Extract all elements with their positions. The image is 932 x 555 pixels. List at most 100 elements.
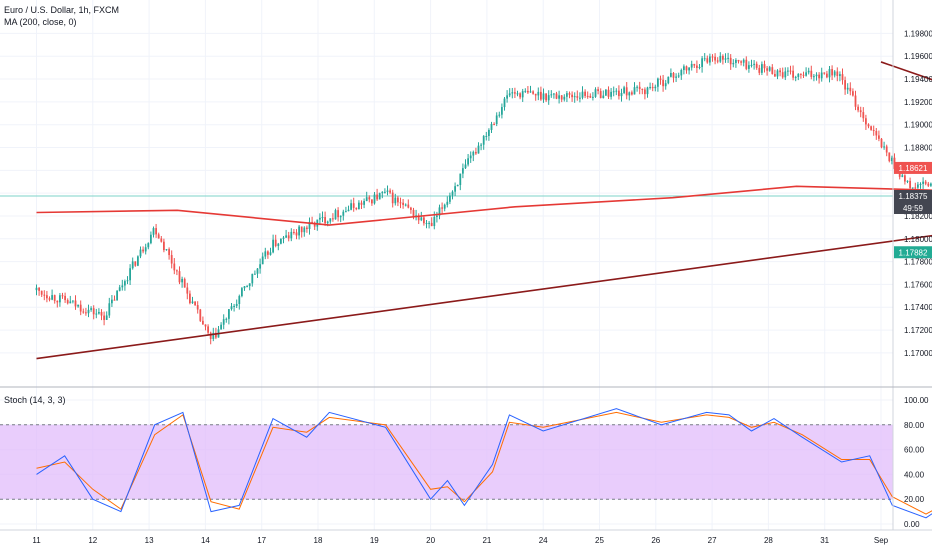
y-tick-label: 1.18800 [904, 144, 932, 153]
candle-body [262, 257, 264, 265]
candle-body [556, 94, 558, 99]
candle-body [173, 264, 175, 271]
candle-body [717, 60, 719, 61]
x-tick-label: 21 [482, 536, 491, 545]
candle-body [205, 324, 207, 326]
ma-legend[interactable]: MA (200, close, 0) [4, 17, 77, 27]
candle-body [519, 93, 521, 97]
candle-body [634, 87, 636, 94]
candle-body [233, 306, 235, 307]
candle-body [561, 95, 563, 99]
candle-body [345, 211, 347, 212]
candle-body [95, 314, 97, 315]
candle-body [397, 198, 399, 203]
candle-body [114, 300, 116, 301]
candle-body [77, 305, 79, 307]
stoch-band [0, 425, 893, 499]
candle-body [59, 295, 61, 302]
candle-body [883, 146, 885, 147]
candle-body [355, 208, 357, 209]
candle-body [592, 97, 594, 98]
candle-body [332, 218, 334, 219]
y-tick-label: 1.17400 [904, 303, 932, 312]
candle-body [527, 91, 529, 93]
candle-body [467, 158, 469, 164]
x-tick-label: 25 [595, 536, 604, 545]
candle-body [654, 87, 656, 88]
candle-body [298, 227, 300, 236]
candle-body [576, 96, 578, 98]
candle-body [738, 60, 740, 61]
candle-body [657, 79, 659, 87]
candle-body [103, 316, 105, 320]
candle-body [805, 72, 807, 75]
candle-body [709, 56, 711, 62]
candle-body [288, 235, 290, 238]
candle-body [532, 91, 534, 93]
candle-body [774, 74, 776, 77]
candle-body [727, 58, 729, 59]
candle-body [857, 107, 859, 111]
x-tick-label: Sep [874, 536, 889, 545]
candle-body [426, 223, 428, 224]
symbol-legend[interactable]: Euro / U.S. Dollar, 1h, FXCM [4, 5, 119, 15]
candle-body [293, 232, 295, 233]
candle-body [579, 98, 581, 99]
candle-body [831, 69, 833, 75]
candle-body [740, 61, 742, 62]
candle-body [582, 92, 584, 98]
candle-body [285, 235, 287, 237]
candle-body [795, 77, 797, 78]
candle-body [901, 175, 903, 177]
candle-body [179, 271, 181, 282]
candle-body [231, 306, 233, 309]
candle-body [766, 68, 768, 70]
candle-body [610, 92, 612, 97]
candle-body [340, 216, 342, 217]
candle-body [501, 107, 503, 115]
price-badge-label: 1.18621 [899, 164, 928, 173]
candle-body [184, 279, 186, 288]
candle-body [80, 305, 82, 312]
candle-body [797, 74, 799, 77]
candle-body [808, 71, 810, 73]
candle-body [168, 249, 170, 255]
candle-body [660, 79, 662, 80]
candle-body [93, 308, 95, 314]
candle-body [600, 91, 602, 98]
candle-body [730, 58, 732, 64]
candle-body [223, 319, 225, 325]
candle-body [647, 88, 649, 95]
candle-body [400, 202, 402, 203]
x-tick-label: 24 [539, 536, 548, 545]
candle-body [116, 291, 118, 301]
candle-body [652, 87, 654, 88]
x-tick-label: 17 [257, 536, 266, 545]
candle-body [673, 73, 675, 78]
candle-body [228, 309, 230, 319]
candle-body [839, 74, 841, 76]
candle-body [714, 57, 716, 61]
candle-body [816, 75, 818, 77]
candle-body [852, 91, 854, 95]
candle-body [621, 93, 623, 96]
candle-body [613, 91, 615, 92]
candle-body [810, 71, 812, 77]
candle-body [514, 92, 516, 93]
candle-body [296, 232, 298, 235]
stoch-legend[interactable]: Stoch (14, 3, 3) [4, 395, 66, 405]
candle-body [106, 315, 108, 320]
candle-body [631, 92, 633, 94]
candle-body [868, 124, 870, 126]
candle-body [444, 205, 446, 209]
y-tick-label: 1.18000 [904, 235, 932, 244]
candle-body [758, 68, 760, 73]
stoch-y-tick-label: 20.00 [904, 495, 925, 504]
candle-body [800, 74, 802, 75]
candle-body [472, 152, 474, 156]
candle-body [402, 203, 404, 205]
candle-body [452, 192, 454, 196]
candle-body [550, 94, 552, 95]
candle-body [121, 285, 123, 287]
candle-body [301, 227, 303, 233]
